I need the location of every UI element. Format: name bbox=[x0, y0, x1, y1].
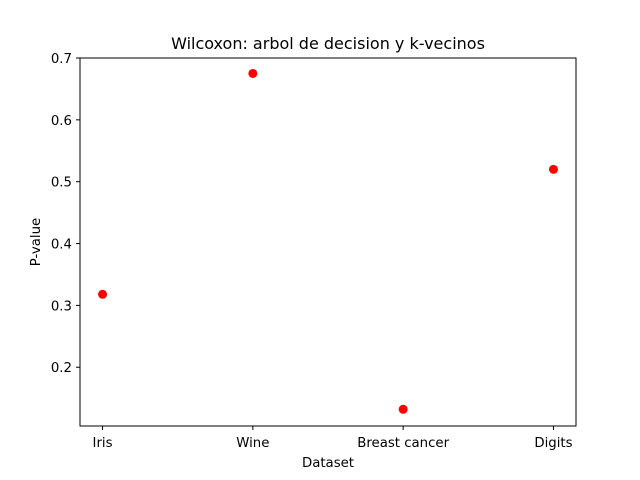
x-tick-label: Breast cancer bbox=[357, 436, 449, 451]
x-tick-label: Wine bbox=[236, 436, 269, 451]
data-point bbox=[98, 289, 108, 299]
y-tick-label: 0.3 bbox=[51, 299, 72, 314]
y-tick-label: 0.6 bbox=[51, 114, 72, 129]
data-points bbox=[98, 68, 558, 414]
x-tick-label: Digits bbox=[534, 436, 572, 451]
plot-frame bbox=[79, 57, 577, 427]
y-tick-label: 0.7 bbox=[51, 52, 72, 67]
data-point bbox=[398, 404, 408, 414]
x-axis: Iris Wine Breast cancer Digits bbox=[93, 426, 573, 451]
plot-background bbox=[80, 58, 576, 426]
x-tick-label: Iris bbox=[93, 436, 113, 451]
y-axis: 0.2 0.3 0.4 0.5 0.6 0.7 bbox=[51, 52, 80, 376]
y-tick-label: 0.2 bbox=[51, 361, 72, 376]
x-axis-label: Dataset bbox=[302, 456, 354, 471]
y-tick-label: 0.5 bbox=[51, 176, 72, 191]
y-tick-label: 0.4 bbox=[51, 238, 72, 253]
data-point bbox=[248, 68, 258, 78]
data-point bbox=[548, 164, 558, 174]
y-axis-label: P-value bbox=[29, 218, 44, 267]
chart-title: Wilcoxon: arbol de decision y k-vecinos bbox=[171, 34, 485, 53]
